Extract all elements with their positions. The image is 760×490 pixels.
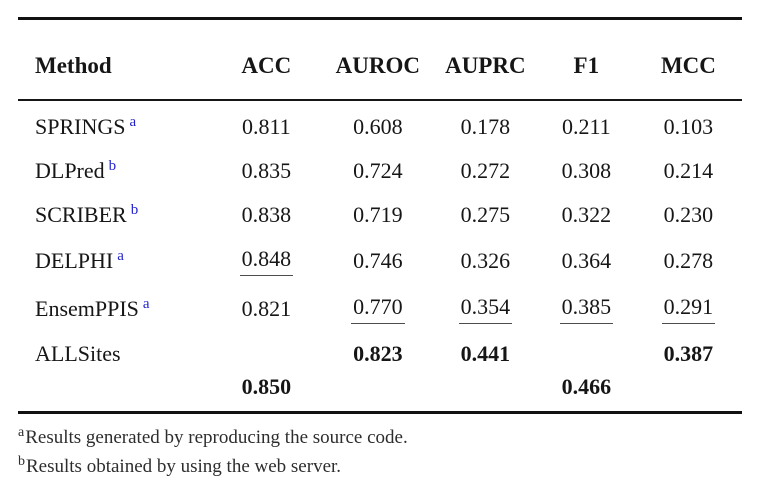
footnote-link-b[interactable]: b [130, 201, 139, 218]
table-row-allsites-continued: 0.850 0.466 [18, 371, 742, 413]
method-name: SCRIBER [35, 202, 127, 227]
value-cell: 0.230 [663, 202, 714, 227]
method-name: SPRINGS [35, 114, 126, 139]
column-header-f1: F1 [537, 18, 635, 101]
column-header-mcc: MCC [634, 18, 742, 101]
method-cell: SPRINGS a [18, 100, 210, 149]
footnote-a: aResults generated by reproducing the so… [18, 423, 742, 452]
value-cell: 0.211 [561, 114, 611, 139]
method-name: DLPred [35, 158, 105, 183]
value-cell [433, 371, 538, 413]
value-cell: 0.354 [433, 285, 538, 333]
value-cell: 0.385 [538, 285, 635, 333]
table-row-ensemppis: EnsemPPIS a 0.821 0.770 0.354 0.385 0.291 [18, 285, 742, 333]
value-cell: 0.272 [460, 158, 511, 183]
method-cell [18, 371, 210, 413]
method-cell: SCRIBER b [18, 193, 210, 237]
method-cell: ALLSites [18, 333, 210, 371]
value-cell: 0.364 [561, 248, 612, 273]
value-cell [538, 333, 635, 371]
column-header-acc: ACC [209, 18, 323, 101]
best-value-cell: 0.466 [561, 374, 612, 399]
footnote-link-a[interactable]: a [129, 113, 137, 130]
value-cell: 0.308 [561, 158, 612, 183]
value-cell: 0.719 [353, 202, 403, 227]
method-cell: DELPHI a [18, 237, 210, 285]
value-cell: 0.214 [663, 158, 714, 183]
table-row-scriber: SCRIBER b 0.838 0.719 0.275 0.322 0.230 [18, 193, 742, 237]
results-table: Method ACC AUROC AUPRC F1 MCC SPRINGS a 0… [18, 17, 742, 414]
value-cell: 0.178 [460, 114, 511, 139]
method-name: DELPHI [35, 248, 114, 273]
method-cell: DLPred b [18, 149, 210, 193]
header-row: Method ACC AUROC AUPRC F1 MCC [18, 18, 742, 101]
value-cell [210, 333, 323, 371]
footnote-marker-b: b [18, 453, 25, 469]
table-row-delphi: DELPHI a 0.848 0.746 0.326 0.364 0.278 [18, 237, 742, 285]
value-cell: 0.848 [210, 237, 323, 285]
table-row-dlpred: DLPred b 0.835 0.724 0.272 0.308 0.214 [18, 149, 742, 193]
footnote-text: Results obtained by using the web server… [26, 456, 342, 477]
results-table-figure: Method ACC AUROC AUPRC F1 MCC SPRINGS a 0… [18, 17, 742, 481]
value-cell [635, 371, 742, 413]
footnote-text: Results generated by reproducing the sou… [25, 427, 408, 448]
value-cell: 0.291 [635, 285, 742, 333]
second-best-value: 0.770 [351, 293, 405, 324]
table-row-springs: SPRINGS a 0.811 0.608 0.178 0.211 0.103 [18, 100, 742, 149]
footnote-marker-a: a [18, 424, 25, 440]
value-cell: 0.838 [241, 202, 292, 227]
best-value-cell: 0.850 [241, 374, 292, 399]
second-best-value: 0.354 [458, 293, 513, 324]
value-cell: 0.724 [353, 158, 403, 183]
method-cell: EnsemPPIS a [18, 285, 210, 333]
value-cell: 0.275 [460, 202, 511, 227]
value-cell [323, 371, 433, 413]
value-cell: 0.746 [353, 248, 403, 273]
footnote-link-a[interactable]: a [117, 247, 124, 264]
second-best-value: 0.848 [239, 245, 294, 276]
second-best-value: 0.385 [559, 293, 614, 324]
best-value-cell: 0.441 [460, 341, 511, 366]
column-header-auroc: AUROC [322, 18, 433, 101]
column-header-method: Method [18, 18, 210, 101]
footnote-link-b[interactable]: b [108, 157, 117, 174]
value-cell: 0.811 [241, 114, 291, 139]
value-cell: 0.322 [561, 202, 612, 227]
footnote-link-a[interactable]: a [142, 295, 150, 312]
best-value-cell: 0.823 [353, 341, 403, 366]
table-row-allsites: ALLSites 0.823 0.441 0.387 [18, 333, 742, 371]
value-cell: 0.821 [241, 296, 292, 321]
value-cell: 0.608 [353, 114, 403, 139]
value-cell: 0.103 [663, 114, 714, 139]
footnote-b: bResults obtained by using the web serve… [18, 452, 742, 481]
method-name: EnsemPPIS [35, 296, 139, 321]
value-cell: 0.835 [241, 158, 292, 183]
method-name: ALLSites [35, 341, 121, 366]
value-cell: 0.326 [460, 248, 511, 273]
second-best-value: 0.291 [661, 293, 716, 324]
best-value-cell: 0.387 [663, 341, 714, 366]
column-header-auprc: AUPRC [432, 18, 538, 101]
value-cell: 0.770 [323, 285, 433, 333]
table-footnotes: aResults generated by reproducing the so… [18, 423, 742, 481]
value-cell: 0.278 [663, 248, 714, 273]
